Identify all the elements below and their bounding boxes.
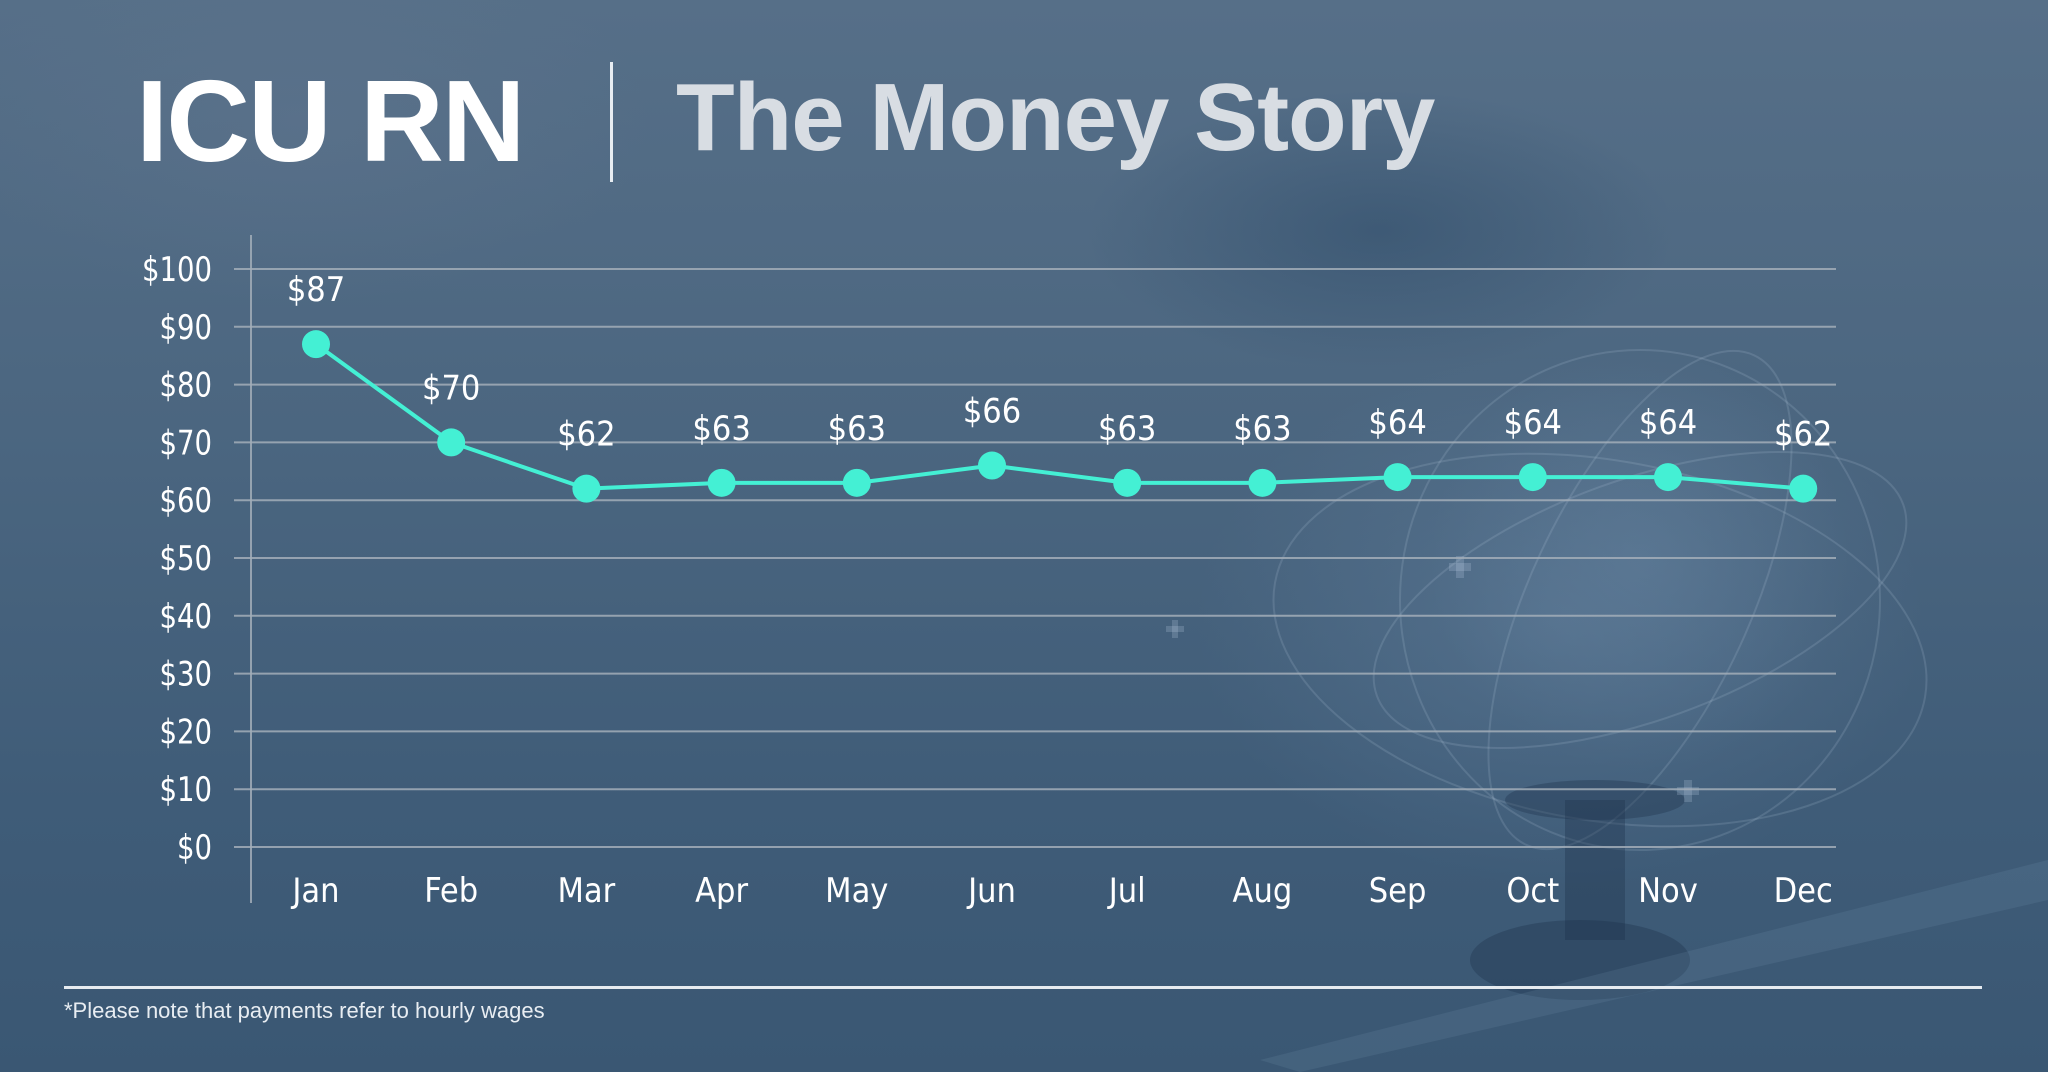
data-point-marker bbox=[572, 474, 601, 503]
x-axis-tick-label: Mar bbox=[558, 871, 616, 911]
x-axis-tick-label: Aug bbox=[1233, 871, 1293, 911]
data-point-marker bbox=[707, 468, 736, 497]
y-axis-tick-label: $80 bbox=[160, 366, 213, 406]
data-label: $64 bbox=[1639, 403, 1697, 443]
data-point-marker bbox=[978, 451, 1006, 480]
data-point-marker bbox=[1383, 463, 1412, 492]
y-axis-tick-label: $10 bbox=[160, 770, 213, 810]
data-label: $62 bbox=[557, 415, 615, 455]
x-axis-tick-label: Nov bbox=[1638, 871, 1698, 911]
data-point-marker bbox=[1518, 463, 1547, 492]
x-axis-tick-label: May bbox=[825, 871, 888, 911]
x-axis-tick-label: Oct bbox=[1506, 871, 1559, 911]
data-label: $64 bbox=[1368, 403, 1426, 443]
y-axis-tick-label: $90 bbox=[160, 308, 213, 348]
data-label: $64 bbox=[1504, 403, 1562, 443]
data-point-marker bbox=[1789, 474, 1818, 503]
y-axis-tick-label: $100 bbox=[142, 250, 212, 290]
title-divider bbox=[610, 62, 613, 182]
data-point-marker bbox=[1654, 463, 1682, 492]
data-label: $70 bbox=[422, 368, 480, 408]
y-axis-tick-label: $20 bbox=[160, 712, 213, 752]
footer-divider bbox=[64, 986, 1982, 989]
x-axis-tick-label: Dec bbox=[1774, 871, 1833, 911]
y-axis-tick-label: $0 bbox=[177, 828, 212, 868]
x-axis-tick-label: Jan bbox=[290, 871, 339, 911]
data-label: $63 bbox=[1233, 409, 1291, 449]
data-label: $63 bbox=[828, 409, 886, 449]
data-label: $66 bbox=[963, 392, 1021, 432]
page-title: ICU RN bbox=[136, 56, 526, 186]
y-axis-tick-label: $60 bbox=[160, 481, 213, 521]
x-axis-tick-label: Sep bbox=[1369, 871, 1427, 911]
x-axis-tick-label: Feb bbox=[424, 871, 478, 911]
page-subtitle: The Money Story bbox=[676, 64, 1435, 171]
data-point-marker bbox=[302, 330, 330, 359]
y-axis-tick-label: $50 bbox=[160, 539, 213, 579]
x-axis-tick-label: Apr bbox=[695, 871, 748, 911]
data-point-marker bbox=[1248, 468, 1277, 497]
data-point-marker bbox=[437, 428, 466, 457]
data-point-marker bbox=[1113, 468, 1142, 497]
x-axis-tick-label: Jul bbox=[1107, 871, 1146, 911]
x-axis-tick-label: Jun bbox=[966, 871, 1016, 911]
data-line bbox=[314, 342, 1804, 491]
y-axis-tick-label: $30 bbox=[160, 655, 213, 695]
y-axis-tick-label: $70 bbox=[160, 423, 213, 463]
y-axis-tick-label: $40 bbox=[160, 597, 213, 637]
footnote: *Please note that payments refer to hour… bbox=[64, 998, 545, 1023]
data-point-marker bbox=[842, 468, 871, 497]
data-label: $62 bbox=[1774, 415, 1832, 455]
data-label: $63 bbox=[1098, 409, 1156, 449]
data-label: $63 bbox=[692, 409, 750, 449]
data-label: $87 bbox=[287, 270, 345, 310]
